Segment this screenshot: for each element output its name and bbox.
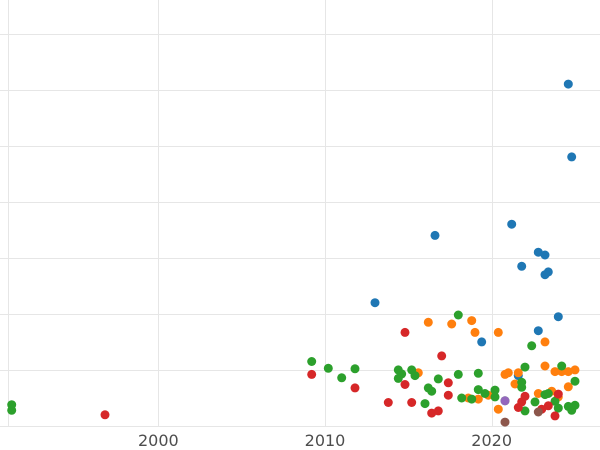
data-point[interactable] — [430, 230, 440, 240]
data-point[interactable] — [443, 390, 453, 400]
data-point[interactable] — [567, 152, 577, 162]
data-point[interactable] — [480, 389, 490, 398]
data-point[interactable] — [520, 391, 530, 401]
data-point[interactable] — [410, 371, 420, 381]
data-point[interactable] — [540, 250, 550, 260]
data-point[interactable] — [520, 406, 530, 416]
x-tick-labels: 2000 2010 2020 — [138, 431, 512, 450]
data-point[interactable] — [307, 369, 317, 379]
data-point[interactable] — [550, 411, 560, 421]
data-point[interactable] — [533, 407, 543, 417]
series-group — [500, 407, 543, 427]
data-point[interactable] — [350, 383, 360, 393]
data-point[interactable] — [490, 385, 500, 395]
data-point[interactable] — [400, 380, 410, 389]
series-group — [370, 79, 577, 381]
grid-layer — [0, 0, 600, 427]
data-point[interactable] — [447, 319, 457, 329]
data-point[interactable] — [500, 417, 510, 427]
data-point[interactable] — [493, 404, 503, 414]
data-point[interactable] — [490, 392, 500, 402]
data-point[interactable] — [407, 398, 417, 407]
data-point[interactable] — [500, 396, 510, 406]
series-group — [7, 310, 580, 416]
data-point[interactable] — [467, 394, 477, 404]
data-point[interactable] — [563, 382, 573, 392]
data-point[interactable] — [427, 386, 437, 396]
data-point[interactable] — [397, 369, 407, 379]
data-point[interactable] — [543, 401, 553, 411]
data-point[interactable] — [473, 394, 483, 404]
data-point[interactable] — [323, 363, 333, 373]
data-point[interactable] — [570, 376, 580, 386]
data-point[interactable] — [443, 378, 453, 388]
data-point[interactable] — [383, 398, 393, 407]
data-point[interactable] — [540, 270, 550, 280]
x-tick-label: 2020 — [471, 431, 512, 450]
data-point[interactable] — [563, 79, 573, 89]
x-tick-label: 2010 — [305, 431, 346, 450]
data-point[interactable] — [467, 316, 477, 326]
points-layer — [7, 79, 580, 427]
data-point[interactable] — [530, 397, 540, 407]
data-point[interactable] — [550, 367, 560, 377]
data-point[interactable] — [553, 389, 563, 399]
data-point[interactable] — [520, 362, 530, 372]
x-tick-label: 2000 — [138, 431, 179, 450]
series-group — [500, 396, 510, 406]
data-point[interactable] — [517, 382, 527, 392]
data-point[interactable] — [370, 298, 380, 308]
data-point[interactable] — [553, 312, 563, 322]
series-group — [100, 327, 563, 421]
data-point[interactable] — [420, 399, 430, 409]
data-point[interactable] — [473, 368, 483, 378]
data-point[interactable] — [307, 357, 317, 366]
data-point[interactable] — [7, 405, 17, 415]
data-point[interactable] — [423, 317, 433, 327]
data-point[interactable] — [477, 337, 487, 347]
data-point[interactable] — [553, 403, 563, 413]
data-point[interactable] — [433, 406, 443, 416]
data-point[interactable] — [433, 374, 443, 384]
data-point[interactable] — [533, 389, 543, 398]
data-point[interactable] — [453, 369, 463, 379]
data-point[interactable] — [517, 261, 527, 271]
data-point[interactable] — [350, 364, 360, 374]
data-point[interactable] — [493, 327, 503, 337]
data-point[interactable] — [457, 393, 467, 403]
data-point[interactable] — [507, 219, 517, 229]
plot-area — [0, 0, 600, 426]
data-point[interactable] — [543, 389, 553, 398]
data-point[interactable] — [453, 310, 463, 320]
data-point[interactable] — [470, 327, 480, 337]
data-point[interactable] — [437, 351, 447, 361]
data-point[interactable] — [513, 368, 523, 378]
data-point[interactable] — [100, 410, 110, 420]
data-point[interactable] — [400, 327, 410, 337]
data-point[interactable] — [550, 396, 560, 406]
data-point[interactable] — [337, 373, 347, 383]
data-point[interactable] — [527, 341, 537, 351]
data-point[interactable] — [570, 365, 580, 375]
data-point[interactable] — [557, 361, 567, 371]
data-point[interactable] — [503, 368, 513, 378]
data-point[interactable] — [570, 400, 580, 410]
data-point[interactable] — [540, 361, 550, 371]
data-point[interactable] — [540, 337, 550, 347]
data-point[interactable] — [473, 385, 483, 395]
data-point[interactable] — [533, 326, 543, 336]
